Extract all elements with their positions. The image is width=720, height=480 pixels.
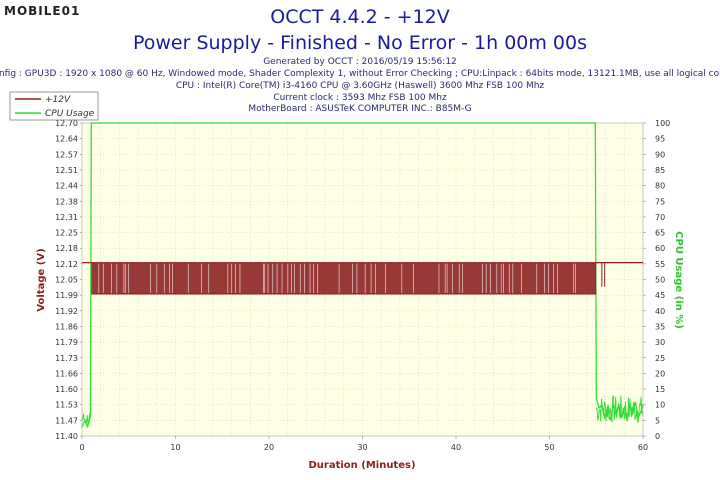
info-generated: Generated by OCCT : 2016/05/19 15:56:12 (263, 57, 457, 67)
info-motherboard: MotherBoard : ASUSTeK COMPUTER INC.: B85… (248, 104, 471, 114)
y2-tick-label: 25 (655, 354, 665, 363)
y2-tick-label: 15 (655, 385, 665, 394)
y-tick-label: 12.57 (55, 150, 78, 159)
y2-tick-label: 65 (655, 229, 665, 238)
y-tick-label: 11.86 (55, 322, 78, 331)
y2-tick-label: 55 (655, 260, 665, 269)
x-tick-label: 40 (451, 443, 461, 452)
y-tick-label: 12.25 (55, 229, 78, 238)
chart-subtitle: Power Supply - Finished - No Error - 1h … (133, 32, 587, 54)
y2-tick-label: 70 (655, 213, 665, 222)
legend: +12V CPU Usage (9, 91, 99, 121)
y2-tick-label: 85 (655, 166, 665, 175)
y-tick-label: 12.31 (55, 213, 78, 222)
chart-title: OCCT 4.4.2 - +12V (270, 6, 450, 28)
x-tick-label: 60 (638, 443, 648, 452)
info-clock: Current clock : 3593 Mhz FSB 100 Mhz (273, 93, 447, 103)
y2-tick-label: 40 (655, 307, 665, 316)
y-tick-label: 11.60 (55, 385, 78, 394)
y2-tick-label: 95 (655, 135, 665, 144)
voltage-series (82, 262, 643, 295)
info-cpu: CPU : Intel(R) Core(TM) i3-4160 CPU @ 3.… (176, 81, 545, 91)
y-tick-label: 11.99 (55, 291, 78, 300)
legend-box (9, 91, 99, 121)
y2-tick-label: 50 (655, 276, 665, 285)
y2-tick-label: 35 (655, 322, 665, 331)
y2-tick-label: 5 (655, 416, 660, 425)
x-tick-label: 0 (79, 443, 84, 452)
y2-tick-label: 80 (655, 182, 665, 191)
y-tick-label: 12.64 (55, 135, 78, 144)
y2-tick-label: 90 (655, 150, 665, 159)
y2-tick-label: 60 (655, 244, 665, 253)
y2-tick-label: 45 (655, 291, 665, 300)
cpu-usage-series (81, 122, 644, 429)
info-config: Config : GPU3D : 1920 x 1080 @ 60 Hz, Wi… (0, 69, 720, 79)
mobile01-logo: MOBILE01 (4, 4, 80, 18)
y-axis-ticks: 12.70 12.64 12.57 12.51 12.44 12.38 12.31 12.25… (55, 119, 82, 441)
y-tick-label: 11.79 (55, 338, 78, 347)
y-tick-label: 11.66 (55, 369, 78, 378)
y2-tick-label: 100 (655, 119, 670, 128)
y2-axis-ticks: 1009590858075706560555045403530252015105… (643, 119, 670, 441)
y-tick-label: 11.92 (55, 307, 78, 316)
x-tick-label: 30 (357, 443, 367, 452)
y-tick-label: 12.38 (55, 197, 78, 206)
y-tick-label: 12.70 (55, 119, 78, 128)
x-tick-label: 50 (544, 443, 554, 452)
y-tick-label: 11.40 (55, 432, 78, 441)
y-axis-label: Voltage (V) (36, 248, 47, 311)
legend-label-cpu: CPU Usage (45, 109, 95, 119)
x-tick-label: 20 (264, 443, 274, 452)
y-tick-label: 12.44 (55, 182, 78, 191)
y2-tick-label: 75 (655, 197, 665, 206)
y2-tick-label: 0 (655, 432, 660, 441)
y2-tick-label: 30 (655, 338, 665, 347)
y-tick-label: 12.51 (55, 166, 78, 175)
voltage-fluctuation-band (91, 262, 597, 294)
cpu-usage-noise-start (81, 411, 92, 425)
y-tick-label: 11.47 (55, 416, 78, 425)
legend-label-voltage: +12V (45, 95, 71, 105)
y-tick-label: 11.53 (55, 401, 78, 410)
y-tick-label: 12.12 (55, 260, 78, 269)
y2-axis-label: CPU Usage (in %) (673, 231, 684, 329)
y-tick-label: 11.73 (55, 354, 78, 363)
cpu-usage-noise (595, 395, 644, 424)
x-axis-ticks: 0 10 20 30 40 50 60 (79, 436, 648, 452)
x-tick-label: 10 (170, 443, 180, 452)
y2-tick-label: 10 (655, 401, 665, 410)
y2-tick-label: 20 (655, 369, 665, 378)
y-tick-label: 12.18 (55, 244, 78, 253)
y-tick-label: 12.05 (55, 276, 78, 285)
x-axis-label: Duration (Minutes) (308, 460, 415, 471)
logo-text: MOBILE01 (4, 4, 80, 18)
